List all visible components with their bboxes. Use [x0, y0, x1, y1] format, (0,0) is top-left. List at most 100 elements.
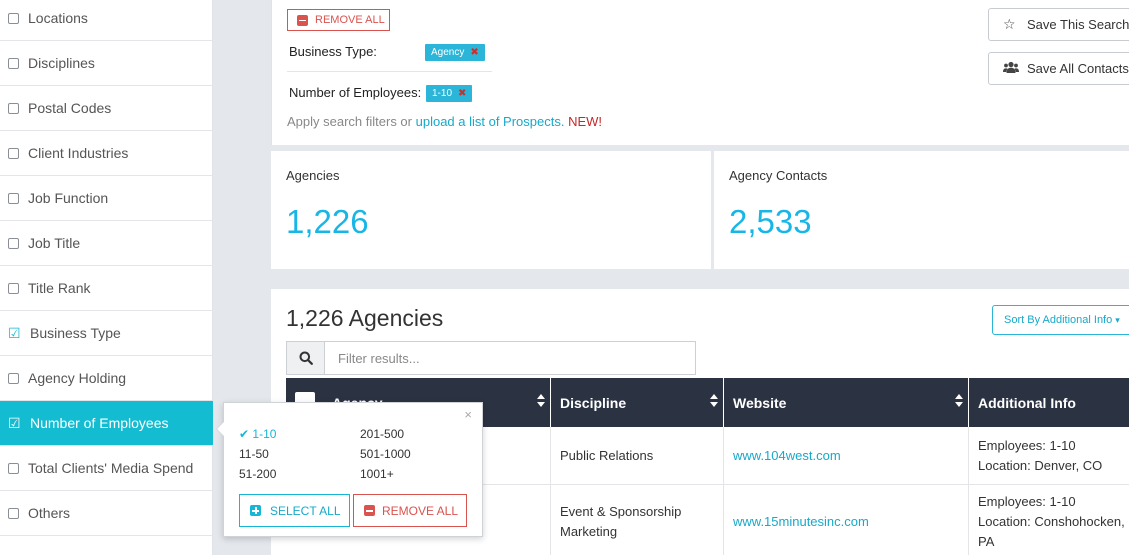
remove-all-label: REMOVE ALL [315, 14, 385, 26]
filter-results-input[interactable] [324, 341, 696, 375]
option-201-500[interactable]: 201-500 [360, 427, 405, 441]
save-contacts-label: Save All Contacts [1027, 61, 1129, 76]
sidebar-item-others[interactable]: Others [0, 491, 213, 536]
sidebar-item-label: Postal Codes [28, 100, 112, 116]
sidebar-item-label: Business Type [30, 325, 121, 341]
sidebar-item-number-of-employees[interactable]: ☑ Number of Employees [0, 401, 213, 446]
checked-checkbox-icon[interactable]: ☑ [8, 414, 21, 431]
filter-sidebar: Locations Disciplines Postal Codes Clien… [0, 0, 213, 555]
stat-value: 1,226 [286, 203, 369, 240]
column-additional-info[interactable]: Additional Info [969, 378, 1129, 427]
checkbox-icon[interactable] [8, 12, 19, 24]
plus-square-icon [250, 505, 261, 516]
sort-dropdown[interactable]: Sort By Additional Info ▾ [992, 305, 1129, 335]
option-51-200[interactable]: 51-200 [239, 467, 277, 481]
sidebar-item-label: Others [28, 505, 71, 521]
save-search-button[interactable]: ☆ Save This Search [988, 8, 1129, 41]
sidebar-item-title-rank[interactable]: Title Rank [0, 266, 213, 311]
stat-label: Agencies [286, 168, 340, 183]
sort-icon[interactable] [710, 394, 718, 408]
checkbox-icon[interactable] [8, 102, 19, 114]
column-discipline[interactable]: Discipline [551, 378, 724, 427]
info-employees: Employees: 1-10 [978, 437, 1076, 453]
option-label: 1-10 [252, 427, 277, 441]
sort-icon[interactable] [537, 394, 545, 408]
discipline-cell: Event & Sponsorship Marketing [551, 485, 724, 555]
employees-filter-popup: × ✔ 1-10 11-50 51-200 201-500 501-1000 1… [216, 402, 483, 537]
column-label: Website [733, 394, 787, 411]
sidebar-item-total-clients-media-spend[interactable]: Total Clients' Media Spend [0, 446, 213, 491]
checkbox-icon[interactable] [8, 372, 19, 384]
checkbox-icon[interactable] [8, 57, 19, 69]
checkbox-icon[interactable] [8, 282, 19, 294]
sidebar-item-label: Job Title [28, 235, 81, 251]
checkbox-icon[interactable] [8, 192, 19, 204]
sidebar-item-disciplines[interactable]: Disciplines [0, 41, 213, 86]
divider [287, 71, 492, 72]
discipline-cell: Public Relations [551, 427, 724, 484]
upload-prospects-link[interactable]: upload a list of Prospects. [415, 114, 565, 129]
info-location: Location: Conshohocken, PA [978, 513, 1125, 549]
checkbox-icon[interactable] [8, 462, 19, 474]
sidebar-item-business-type[interactable]: ☑ Business Type [0, 311, 213, 356]
option-1001-plus[interactable]: 1001+ [360, 467, 394, 481]
stat-label: Agency Contacts [729, 168, 828, 183]
contacts-stat-card: Agency Contacts 2,533 [714, 151, 1129, 269]
close-icon[interactable]: × [464, 407, 472, 422]
employees-tag[interactable]: 1-10 ✖ [426, 85, 473, 102]
column-label: Discipline [560, 394, 627, 411]
sidebar-item-job-title[interactable]: Job Title [0, 221, 213, 266]
option-1-10[interactable]: ✔ 1-10 [239, 427, 276, 441]
info-location: Location: Denver, CO [978, 457, 1103, 473]
save-search-label: Save This Search [1027, 17, 1129, 32]
business-type-filter-label: Business Type: [289, 44, 377, 59]
active-filters-panel: REMOVE ALL Business Type: Agency ✖ Number… [271, 0, 1129, 145]
caret-down-icon: ▾ [1115, 314, 1120, 325]
business-type-tag[interactable]: Agency ✖ [425, 44, 485, 61]
save-all-contacts-button[interactable]: Save All Contacts [988, 52, 1129, 85]
sort-icon[interactable] [955, 394, 963, 408]
column-website[interactable]: Website [724, 378, 969, 427]
apply-text: Apply search filters or [287, 114, 416, 129]
checkbox-icon[interactable] [8, 507, 19, 519]
sidebar-item-agency-holding[interactable]: Agency Holding [0, 356, 213, 401]
remove-tag-icon[interactable]: ✖ [458, 88, 467, 99]
search-icon [286, 341, 324, 375]
sidebar-item-label: Disciplines [28, 55, 95, 71]
option-11-50[interactable]: 11-50 [239, 447, 269, 461]
sidebar-item-locations[interactable]: Locations [0, 0, 213, 41]
results-title: 1,226 Agencies [286, 305, 444, 331]
website-link[interactable]: www.15minutesinc.com [724, 485, 969, 555]
remove-all-label: REMOVE ALL [382, 503, 459, 518]
sidebar-item-label: Title Rank [28, 280, 91, 296]
sidebar-item-postal-codes[interactable]: Postal Codes [0, 86, 213, 131]
table-row[interactable]: Event & Sponsorship Marketing www.15minu… [286, 485, 1129, 555]
checkbox-icon[interactable] [8, 237, 19, 249]
sidebar-item-label: Agency Holding [28, 370, 127, 386]
tag-label: 1-10 [432, 88, 453, 99]
sidebar-item-job-function[interactable]: Job Function [0, 176, 213, 221]
table-row[interactable]: Public Relations www.104west.com Employe… [286, 427, 1129, 485]
checkbox-icon[interactable] [8, 147, 19, 159]
select-all-button[interactable]: SELECT ALL [239, 494, 350, 527]
employees-filter-label: Number of Employees: [289, 85, 422, 100]
sidebar-item-label: Client Industries [28, 145, 129, 161]
agencies-stat-card: Agencies 1,226 [271, 151, 711, 269]
sidebar-item-label: Number of Employees [30, 415, 169, 431]
minus-square-icon [364, 505, 375, 516]
remove-all-filters-button[interactable]: REMOVE ALL [287, 9, 390, 31]
users-icon [1003, 61, 1019, 77]
select-all-label: SELECT ALL [270, 503, 341, 518]
website-link[interactable]: www.104west.com [724, 427, 969, 484]
new-badge: NEW! [568, 114, 603, 129]
column-label: Additional Info [978, 394, 1076, 411]
stat-value: 2,533 [729, 203, 812, 240]
additional-info-cell: Employees: 1-10 Location: Conshohocken, … [969, 485, 1129, 555]
option-501-1000[interactable]: 501-1000 [360, 447, 411, 461]
agency-cell [286, 485, 551, 555]
remove-tag-icon[interactable]: ✖ [470, 47, 479, 58]
checked-checkbox-icon[interactable]: ☑ [8, 324, 21, 341]
additional-info-cell: Employees: 1-10 Location: Denver, CO [969, 427, 1129, 484]
sidebar-item-client-industries[interactable]: Client Industries [0, 131, 213, 176]
popup-remove-all-button[interactable]: REMOVE ALL [353, 494, 467, 527]
